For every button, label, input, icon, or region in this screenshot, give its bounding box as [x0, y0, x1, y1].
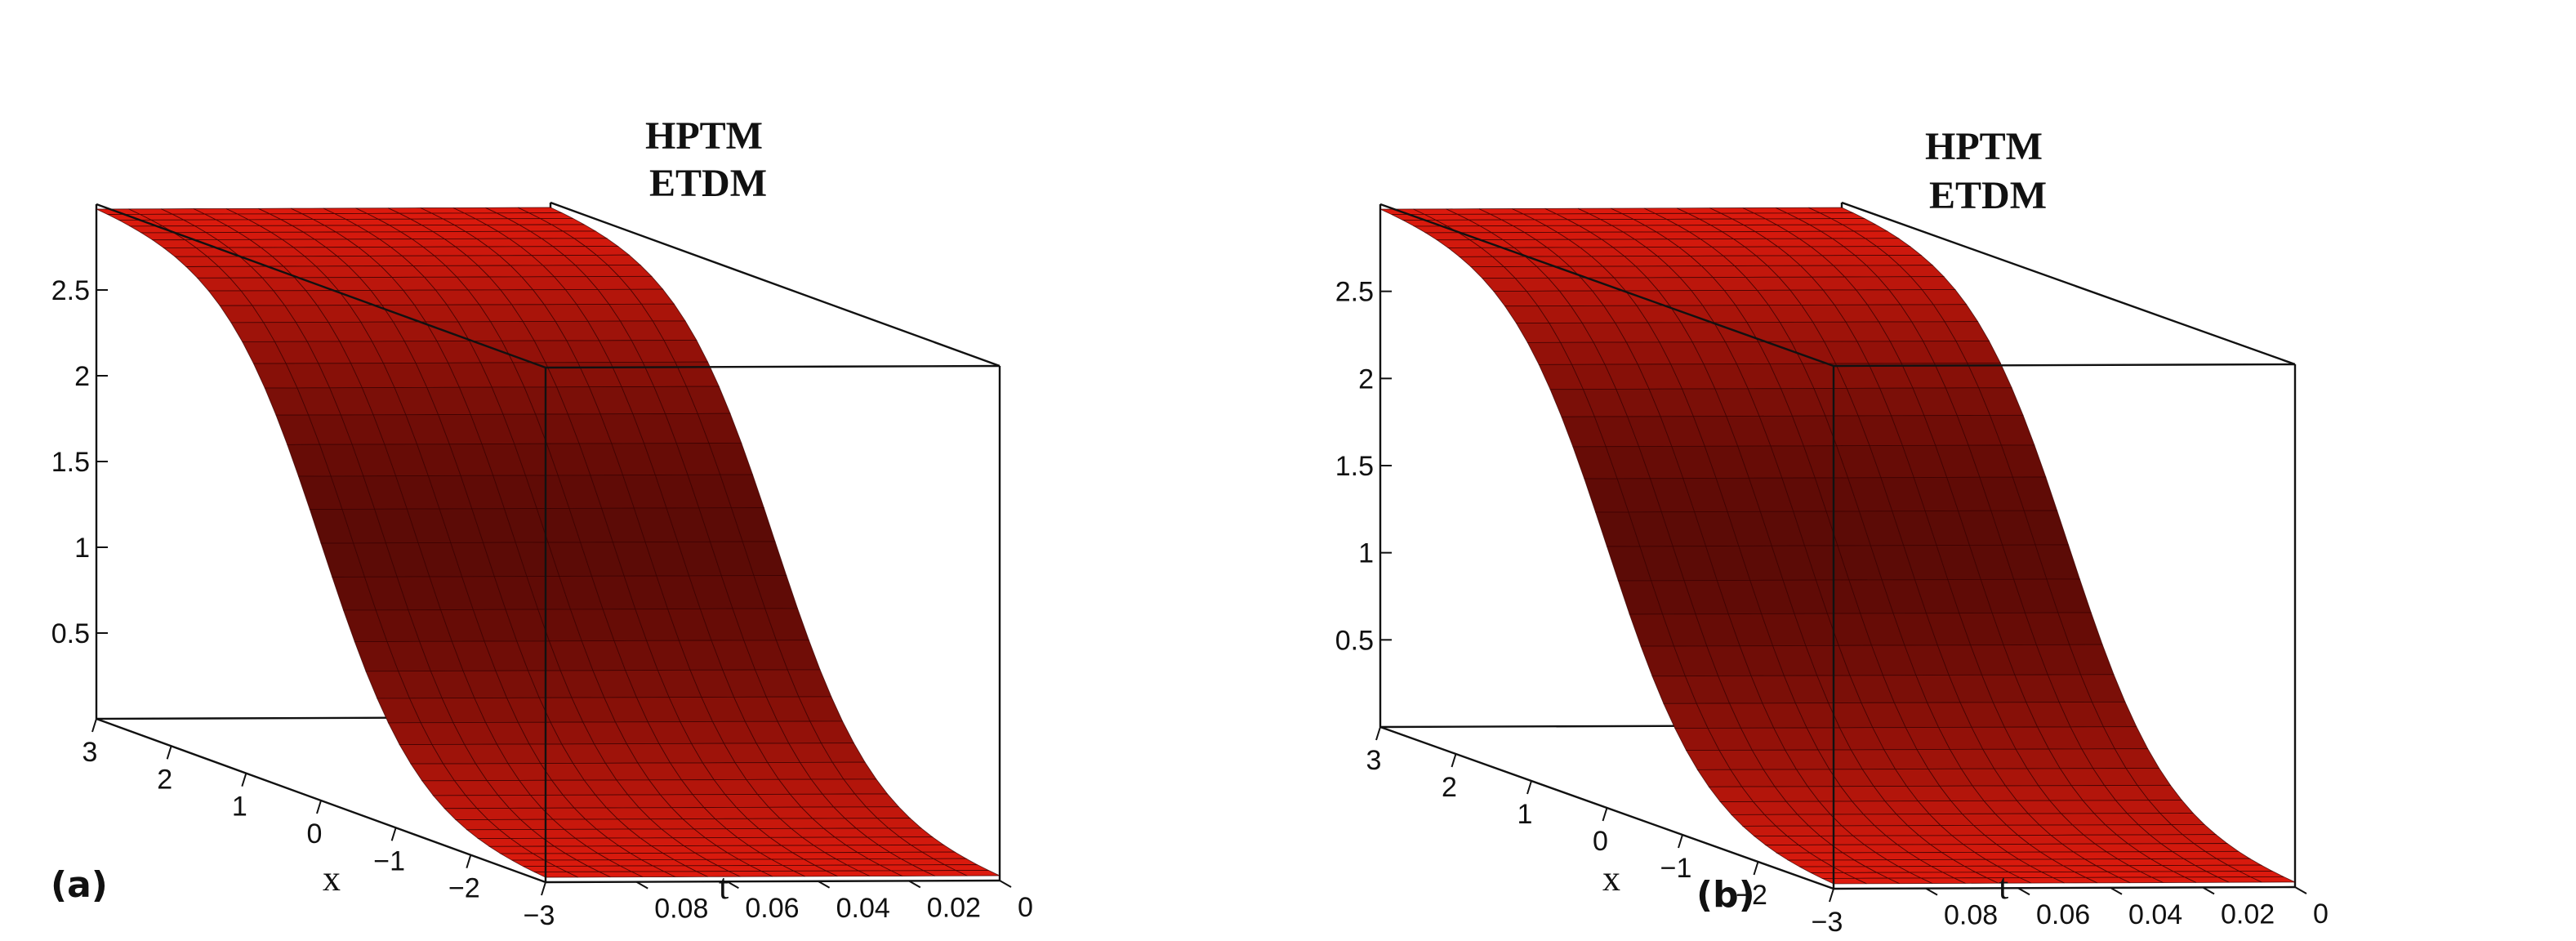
legend-entry-etdm: ETDM [1929, 174, 2047, 217]
t-tick-mark [1925, 887, 1938, 896]
front-box-edges [96, 203, 1001, 884]
t-tick-mark [999, 880, 1012, 888]
panel-label: (a) [51, 864, 108, 906]
box-edge [96, 203, 546, 369]
box-edge [1841, 201, 2296, 366]
t-axis-ticks: 0 0.02 0.04 0.06 0.08 [635, 880, 1033, 925]
z-axis-ticks: 0.5 1 1.5 2 2.5 [1335, 277, 1392, 656]
z-tick-label: 1.5 [51, 447, 90, 478]
box-edge [1833, 885, 2296, 890]
t-tick-mark [635, 881, 648, 890]
x-tick-label: −2 [1736, 880, 1767, 911]
surface-plot-svg-a: 0.5 1 1.5 2 2.5 3 2 1 0 −1 −2 −3 0 0.02 0.04 0.06 0.08… [51, 114, 1033, 931]
t-axis-label: t [719, 867, 729, 907]
x-tick-mark [541, 881, 546, 896]
x-tick-mark [466, 854, 472, 868]
t-tick-label: 0.04 [2128, 899, 2182, 930]
z-tick-label: 0.5 [51, 618, 90, 649]
surface-patch [956, 870, 1001, 876]
t-tick-mark [2294, 886, 2307, 894]
x-tick-mark [1678, 834, 1683, 849]
z-tick-label: 1 [74, 533, 90, 564]
surface-mesh [96, 207, 1001, 878]
surface-plot-svg-b: 0.5 1 1.5 2 2.5 3 2 1 0 −1 −2 −3 0 0.02 0.04 0.06 0.08… [1335, 125, 2329, 938]
legend-entry-etdm: ETDM [649, 162, 767, 205]
x-tick-label: 2 [1442, 772, 1457, 803]
surface-plot-a: 0.5 1 1.5 2 2.5 3 2 1 0 −1 −2 −3 0 0.02 0.04 0.06 0.08… [51, 114, 1033, 931]
x-tick-label: 3 [82, 737, 98, 768]
x-tick-mark [1375, 726, 1381, 741]
box-edge [1379, 203, 1834, 368]
x-axis-label: x [1602, 858, 1620, 899]
x-tick-mark [1451, 753, 1457, 768]
box-edge [545, 364, 1001, 369]
t-tick-mark [2017, 887, 2030, 896]
x-tick-label: 1 [1518, 799, 1533, 830]
x-axis-ticks: 3 2 1 0 −1 −2 −3 [82, 718, 555, 931]
t-tick-label: 0.02 [927, 892, 981, 923]
z-tick-label: 0.5 [1335, 625, 1374, 656]
x-tick-mark [166, 746, 172, 760]
t-axis-label: t [1999, 867, 2008, 907]
x-axis-label: x [323, 858, 341, 899]
t-axis-ticks: 0 0.02 0.04 0.06 0.08 [1925, 886, 2329, 931]
t-tick-label: 0.08 [654, 894, 708, 925]
surface-mesh [1379, 207, 2296, 885]
z-tick-label: 1.5 [1335, 451, 1374, 482]
z-tick-label: 2 [1358, 363, 1374, 395]
t-tick-label: 0.08 [1944, 900, 1998, 931]
x-tick-label: −3 [524, 900, 555, 931]
z-axis-ticks: 0.5 1 1.5 2 2.5 [51, 275, 108, 649]
z-tick-label: 2.5 [51, 275, 90, 306]
front-box-edges [1379, 203, 2296, 890]
x-tick-mark [390, 827, 397, 841]
t-tick-mark [726, 881, 739, 890]
t-tick-mark [818, 880, 831, 889]
t-tick-label: 0.02 [2221, 899, 2275, 930]
x-tick-label: −1 [1660, 853, 1692, 884]
x-tick-mark [241, 773, 247, 787]
x-axis-ticks: 3 2 1 0 −1 −2 −3 [1366, 726, 1843, 938]
x-tick-label: 2 [157, 764, 172, 795]
x-tick-mark [1602, 807, 1608, 822]
x-tick-label: −1 [373, 845, 405, 876]
z-tick-label: 1 [1358, 538, 1374, 569]
box-edge [550, 201, 1001, 368]
t-tick-label: 0.06 [2036, 899, 2090, 930]
x-tick-label: 0 [307, 818, 323, 850]
surface-plot-b: 0.5 1 1.5 2 2.5 3 2 1 0 −1 −2 −3 0 0.02 0.04 0.06 0.08… [1288, 0, 2576, 941]
legend-entry-hptm: HPTM [645, 114, 763, 158]
surface-patch [2250, 876, 2296, 883]
t-tick-label: 0.06 [745, 893, 799, 924]
legend-entry-hptm: HPTM [1925, 125, 2043, 168]
x-tick-mark [91, 718, 97, 733]
t-tick-mark [2202, 886, 2215, 895]
x-tick-label: −2 [448, 873, 480, 904]
z-tick-label: 2 [74, 361, 90, 392]
x-tick-mark [1753, 861, 1759, 876]
x-tick-label: 0 [1593, 826, 1608, 857]
z-tick-label: 2.5 [1335, 277, 1374, 308]
t-tick-mark [2110, 886, 2123, 895]
panel-label: (b) [1696, 874, 1755, 916]
x-tick-label: −3 [1812, 907, 1843, 938]
t-tick-label: 0 [1018, 892, 1033, 923]
x-tick-label: 1 [232, 792, 247, 823]
x-tick-label: 3 [1366, 745, 1382, 776]
t-tick-label: 0 [2313, 899, 2329, 930]
t-tick-mark [908, 880, 921, 889]
box-edge [545, 879, 1001, 884]
x-tick-mark [316, 800, 322, 814]
box-edge [1833, 363, 2296, 368]
x-tick-mark [1829, 888, 1834, 903]
x-tick-mark [1526, 780, 1532, 795]
t-tick-label: 0.04 [836, 893, 890, 924]
